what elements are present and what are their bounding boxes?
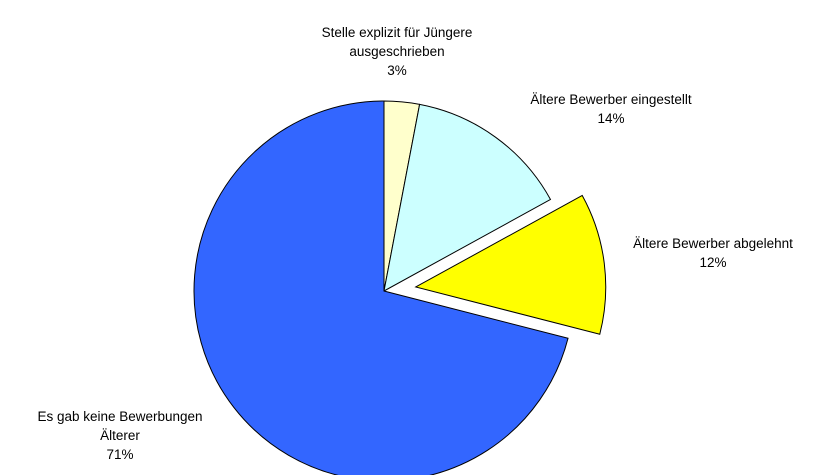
pie-slice-3 xyxy=(193,100,569,475)
slice-value-label: 3% xyxy=(387,63,407,78)
slice-name-line: Ältere Bewerber eingestellt xyxy=(530,92,692,107)
slice-value-label: 12% xyxy=(699,255,726,270)
slice-label-2: Ältere Bewerber abgelehnt 12% xyxy=(633,236,793,270)
slice-value-label: 14% xyxy=(597,111,624,126)
slice-name-line: Ältere Bewerber abgelehnt xyxy=(633,236,793,251)
slice-name-line: Es gab keine Bewerbungen xyxy=(37,409,202,424)
pie-slices xyxy=(193,100,607,475)
slice-label-3: Es gab keine Bewerbungen Älterer 71% xyxy=(37,409,202,462)
slice-value-label: 71% xyxy=(106,447,133,462)
slice-label-0: Stelle explizit für Jüngere ausgeschriebe… xyxy=(322,25,473,78)
slice-name-line: Älterer xyxy=(100,428,140,443)
pie-slice-1 xyxy=(383,103,552,292)
slice-name-line: ausgeschrieben xyxy=(349,44,444,59)
pie-slice-2 xyxy=(414,194,607,335)
pie-labels: Stelle explizit für Jüngere ausgeschriebe… xyxy=(37,25,793,462)
slice-label-1: Ältere Bewerber eingestellt 14% xyxy=(530,92,692,126)
slice-name-line: Stelle explizit für Jüngere xyxy=(322,25,473,40)
